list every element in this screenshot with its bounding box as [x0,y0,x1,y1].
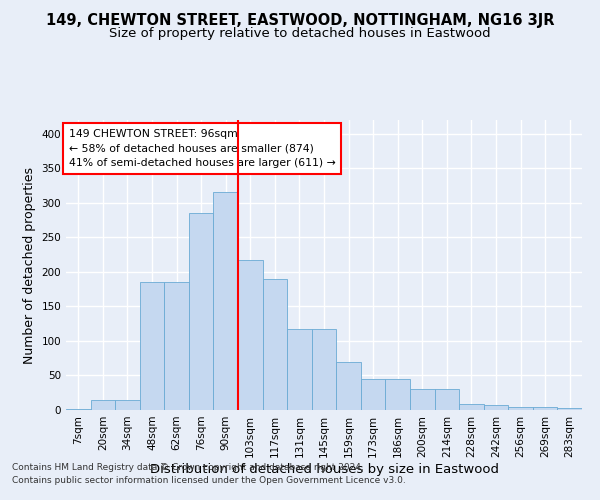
X-axis label: Distribution of detached houses by size in Eastwood: Distribution of detached houses by size … [149,462,499,475]
Bar [508,406,533,410]
Text: Contains HM Land Registry data © Crown copyright and database right 2024.: Contains HM Land Registry data © Crown c… [12,464,364,472]
Bar [164,282,189,410]
Bar [238,260,263,410]
Bar [410,390,434,410]
Bar [361,379,385,410]
Bar [336,362,361,410]
Bar [66,408,91,410]
Bar [385,379,410,410]
Bar [533,407,557,410]
Bar [140,282,164,410]
Bar [263,279,287,410]
Bar [115,400,140,410]
Text: Size of property relative to detached houses in Eastwood: Size of property relative to detached ho… [109,28,491,40]
Bar [557,408,582,410]
Bar [91,400,115,410]
Bar [312,328,336,410]
Bar [484,405,508,410]
Text: Contains public sector information licensed under the Open Government Licence v3: Contains public sector information licen… [12,476,406,485]
Text: 149, CHEWTON STREET, EASTWOOD, NOTTINGHAM, NG16 3JR: 149, CHEWTON STREET, EASTWOOD, NOTTINGHA… [46,12,554,28]
Y-axis label: Number of detached properties: Number of detached properties [23,166,36,364]
Text: 149 CHEWTON STREET: 96sqm
← 58% of detached houses are smaller (874)
41% of semi: 149 CHEWTON STREET: 96sqm ← 58% of detac… [68,128,335,168]
Bar [287,328,312,410]
Bar [434,390,459,410]
Bar [189,213,214,410]
Bar [214,192,238,410]
Bar [459,404,484,410]
